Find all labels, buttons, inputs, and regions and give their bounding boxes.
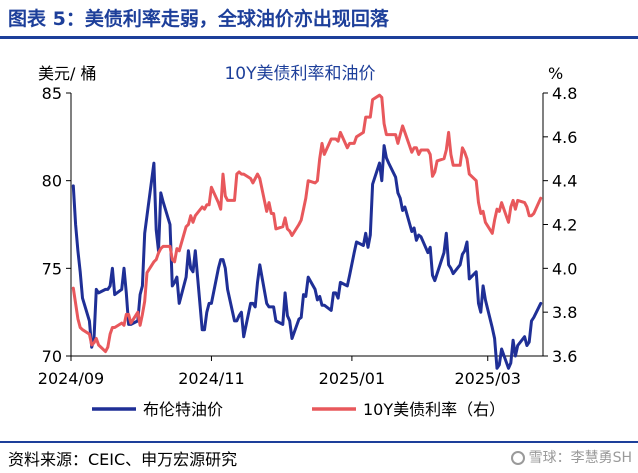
x-tick-label: 2024/11 bbox=[178, 369, 244, 388]
y-right-tick-label: 3.8 bbox=[552, 303, 577, 322]
figure-title: 图表 5：美债利率走弱，全球油价亦出现回落 bbox=[8, 8, 389, 30]
y-right-tick-label: 3.6 bbox=[552, 347, 577, 366]
y-right-tick-label: 4.2 bbox=[552, 216, 577, 235]
x-tick-label: 2024/09 bbox=[38, 369, 104, 388]
y-left-tick-label: 75 bbox=[42, 259, 62, 278]
legend-label: 10Y美债利率（右） bbox=[363, 400, 505, 419]
y-left-tick-label: 70 bbox=[42, 347, 62, 366]
series-line-brent bbox=[71, 144, 543, 370]
chart-axes: 70 75 80 85 3.6 3.8 4.0 4.2 4.4 4.6 4.8 2024/09 2024… bbox=[38, 84, 578, 388]
series-line-yield bbox=[71, 93, 543, 354]
legend-label: 布伦特油价 bbox=[143, 400, 223, 419]
snowball-icon bbox=[510, 451, 525, 465]
watermark: 雪球：李慧勇SH bbox=[510, 447, 632, 467]
chart-series bbox=[71, 93, 543, 370]
x-tick-label: 2025/03 bbox=[455, 369, 521, 388]
title-rule bbox=[0, 36, 638, 39]
y-right-tick-label: 4.4 bbox=[552, 172, 577, 191]
x-tick-label: 2025/01 bbox=[319, 369, 385, 388]
y-axis-left-label: 美元/ 桶 bbox=[38, 64, 96, 83]
chart: 70 75 80 85 3.6 3.8 4.0 4.2 4.4 4.6 4.8 2024/09 2024… bbox=[38, 64, 578, 419]
watermark-text: 雪球：李慧勇SH bbox=[528, 450, 632, 466]
bottom-rule bbox=[0, 441, 638, 443]
chart-legend: 布伦特油价 10Y美债利率（右） bbox=[92, 400, 505, 419]
y-right-tick-label: 4.8 bbox=[552, 84, 577, 103]
y-axis-right-label: % bbox=[548, 64, 563, 83]
source-note: 资料来源：CEIC、申万宏源研究 bbox=[8, 450, 238, 469]
y-right-tick-label: 4.0 bbox=[552, 259, 577, 278]
y-left-tick-label: 80 bbox=[42, 172, 62, 191]
y-right-tick-label: 4.6 bbox=[552, 128, 577, 147]
chart-title: 10Y美债利率和油价 bbox=[224, 64, 375, 84]
y-left-tick-label: 85 bbox=[42, 84, 62, 103]
